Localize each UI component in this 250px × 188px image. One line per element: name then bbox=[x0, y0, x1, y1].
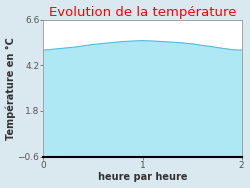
X-axis label: heure par heure: heure par heure bbox=[98, 172, 187, 182]
Y-axis label: Température en °C: Température en °C bbox=[6, 37, 16, 139]
Title: Evolution de la température: Evolution de la température bbox=[49, 6, 236, 19]
